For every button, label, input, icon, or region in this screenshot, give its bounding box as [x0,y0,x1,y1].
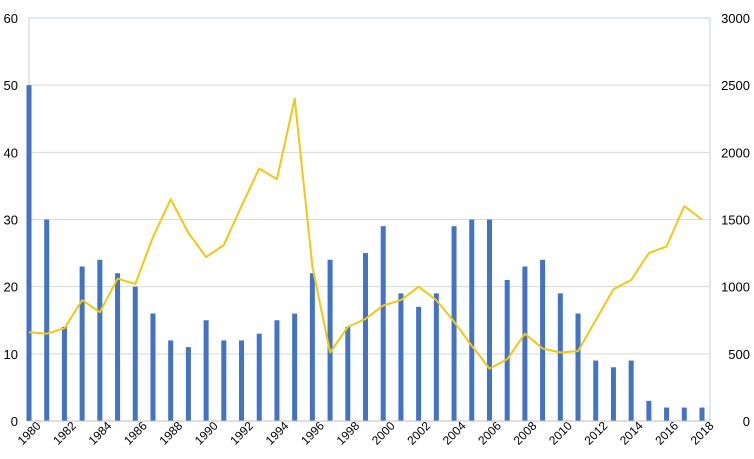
bar [61,326,67,421]
x-tick-label: 2016 [652,419,681,448]
x-tick-label: 1982 [50,419,79,448]
x-tick-label: 1990 [192,419,221,448]
right-tick-label: 2500 [721,78,750,93]
bar [469,219,475,421]
right-tick-label: 2000 [721,145,750,160]
bar [681,407,687,421]
left-tick-label: 50 [4,78,18,93]
bar [451,226,457,421]
bar [239,340,245,421]
bar [327,259,333,421]
bar [26,85,32,422]
left-tick-label: 10 [4,347,18,362]
bar [44,219,50,421]
right-tick-label: 500 [728,347,750,362]
x-tick-label: 2004 [440,419,469,448]
bar-series [26,85,705,422]
x-tick-label: 1992 [227,419,256,448]
x-axis-tick-labels: 1980 1982 1984 1986 1988 1990 1992 1994 1996 1998… [15,419,717,448]
x-tick-label: 2006 [475,419,504,448]
left-tick-label: 20 [4,280,18,295]
bar [628,360,634,421]
bar [610,367,616,421]
x-tick-label: 2008 [511,419,540,448]
x-tick-label: 1996 [298,419,327,448]
x-tick-label: 2010 [546,419,575,448]
bar [221,340,227,421]
x-tick-label: 2012 [582,419,611,448]
bar [416,306,422,421]
bar [97,259,103,421]
bar [203,320,209,421]
bar [522,266,528,421]
bar [345,326,351,421]
bar [363,253,368,421]
right-tick-label: 1500 [721,213,750,228]
x-tick-label: 2000 [369,419,398,448]
bar [150,313,156,421]
left-tick-label: 30 [4,213,18,228]
bar [398,293,404,421]
bar [292,313,298,421]
bar [664,407,670,421]
bar [168,340,174,421]
x-tick-label: 2002 [404,419,433,448]
bar [132,286,138,421]
right-tick-label: 0 [743,414,750,429]
bar [593,360,599,421]
bar [185,347,191,421]
bar [575,313,581,421]
x-tick-label: 2014 [617,419,646,448]
bar [274,320,280,421]
left-tick-label: 40 [4,145,18,160]
left-axis-tick-labels: 0 10 20 30 40 50 60 [4,11,18,429]
right-tick-label: 3000 [721,11,750,26]
bar [540,259,546,421]
line-series [28,97,703,370]
bar [486,219,492,421]
bar [115,273,121,421]
gridlines [29,17,710,355]
left-tick-label: 60 [4,11,18,26]
bar [504,279,510,421]
bar [557,293,563,421]
bar [380,226,386,421]
x-tick-label: 1998 [334,419,363,448]
right-axis-tick-labels: 0 500 1000 1500 2000 2500 3000 [721,11,750,429]
x-tick-label: 1988 [156,419,185,448]
x-tick-label: 1994 [263,419,292,448]
right-tick-label: 1000 [721,280,750,295]
bar [433,293,439,421]
x-tick-label: 1984 [86,419,115,448]
bar [79,266,85,421]
x-tick-label: 1980 [15,419,44,448]
x-tick-label: 2018 [688,419,717,448]
bar [699,407,705,421]
left-tick-label: 0 [11,414,18,429]
bar [256,333,262,421]
x-tick-label: 1986 [121,419,150,448]
bar [309,273,315,421]
bar [646,400,652,421]
